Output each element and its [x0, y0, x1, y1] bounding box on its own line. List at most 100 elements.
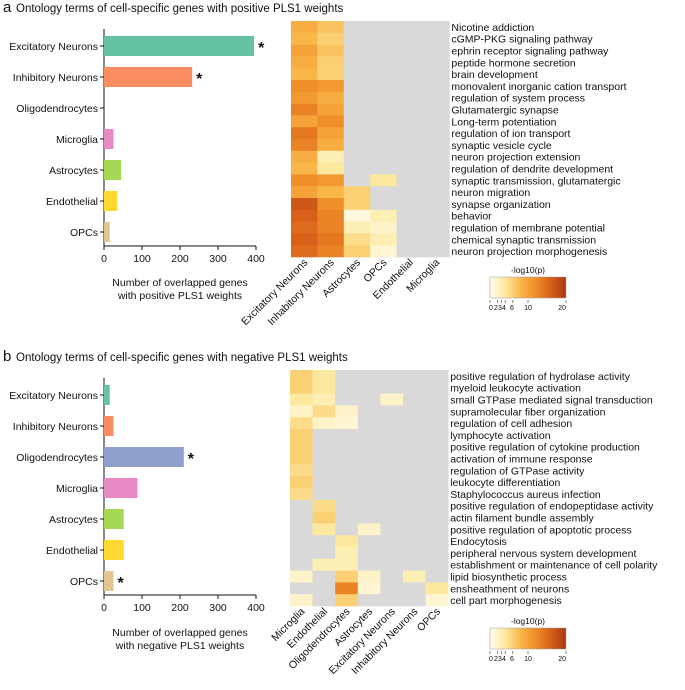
heatmap-cell — [343, 186, 371, 199]
bar-xtick-label: 300 — [209, 602, 227, 614]
colorbar-a-gradient — [489, 276, 567, 299]
heatmap-cell — [425, 476, 449, 489]
bar-category-label: Endothelial — [46, 545, 98, 557]
heatmap-cell — [335, 429, 359, 442]
heatmap-cell — [370, 44, 397, 57]
colorbar-tick-label: 10 — [524, 305, 532, 312]
heatmap-cell — [357, 547, 381, 560]
panel-a-title: Ontology terms of cell-specific genes wi… — [16, 3, 344, 15]
heatmap-cell — [290, 499, 313, 512]
heatmap-cell — [343, 174, 371, 187]
heatmap-cell — [380, 476, 404, 489]
bar-category-label: Inhibitory Neurons — [13, 421, 98, 433]
heatmap-cell — [403, 523, 426, 536]
heatmap-cell — [343, 150, 371, 163]
bar-category-label: Excitatory Neurons — [9, 41, 98, 53]
heatmap-cell — [335, 417, 359, 430]
heatmap-cell — [317, 209, 345, 222]
heatmap-cell — [357, 499, 381, 512]
heatmap-cell — [396, 91, 424, 104]
heatmap-cell — [370, 91, 397, 104]
heatmap-cell — [290, 405, 313, 418]
heatmap-row-label: lipid biosynthetic process — [450, 572, 567, 584]
heatmap-cell — [357, 464, 381, 477]
heatmap-cell — [290, 547, 313, 560]
heatmap-cell — [370, 68, 397, 81]
heatmap-cell — [403, 381, 426, 394]
heatmap-cell — [312, 405, 336, 418]
heatmap-cell — [312, 452, 336, 465]
heatmap-cell — [370, 174, 397, 187]
heatmap-cell — [291, 139, 318, 152]
heatmap-cell — [403, 594, 426, 607]
heatmap-cell — [396, 174, 424, 187]
heatmap-cell — [403, 570, 426, 583]
heatmap-cell — [396, 209, 424, 222]
heatmap-cell — [291, 127, 318, 140]
heatmap-cell — [423, 139, 450, 152]
heatmap-cell — [396, 103, 424, 116]
heatmap-cell — [317, 245, 345, 258]
heatmap-cell — [335, 523, 359, 536]
heatmap-cell — [357, 452, 381, 465]
colorbar-tick-label: 3 — [498, 656, 502, 663]
heatmap-cell — [370, 103, 397, 116]
heatmap-cell — [423, 44, 450, 57]
heatmap-cell — [403, 429, 426, 442]
heatmap-cell — [343, 21, 371, 34]
heatmap-cell — [396, 139, 424, 152]
heatmap-cell — [425, 464, 449, 477]
heatmap-cell — [423, 150, 450, 163]
heatmap-cell — [396, 80, 424, 93]
colorbar-b-gradient — [489, 627, 567, 650]
heatmap-cell — [291, 221, 318, 234]
heatmap-row-label: establishment or maintenance of cell pol… — [450, 560, 658, 572]
heatmap-cell — [380, 405, 404, 418]
heatmap-row-label: Endocytosis — [450, 536, 507, 548]
bar-category-label: Astrocytes — [49, 165, 98, 177]
colorbar-tick-label: 4 — [502, 656, 506, 663]
heatmap-cell — [343, 103, 371, 116]
heatmap-cell — [290, 594, 313, 607]
heatmap-cell — [370, 150, 397, 163]
heatmap-cell — [396, 233, 424, 246]
heatmap-cell — [380, 464, 404, 477]
heatmap-cell — [312, 535, 336, 548]
heatmap-cell — [370, 186, 397, 199]
heatmap-cell — [380, 429, 404, 442]
heatmap-cell — [312, 429, 336, 442]
heatmap-row-label: regulation of dendrite development — [451, 164, 613, 176]
heatmap-cell — [423, 80, 450, 93]
heatmap-row-label: peripheral nervous system development — [450, 548, 636, 560]
heatmap-cell — [423, 56, 450, 69]
heatmap-cell — [335, 476, 359, 489]
heatmap-row-label: actin filament bundle assembly — [450, 513, 594, 525]
heatmap-row-label: synaptic vesicle cycle — [451, 140, 552, 152]
heatmap-cell — [335, 582, 359, 595]
bar-b-xlabel-line2: with negative PLS1 weights — [115, 640, 244, 652]
heatmap-cell — [291, 103, 318, 116]
heatmap-cell — [335, 499, 359, 512]
heatmap-row-label: monovalent inorganic cation transport — [451, 81, 626, 93]
heatmap-cell — [370, 233, 397, 246]
heatmap-cell — [290, 488, 313, 501]
heatmap-row-label: synaptic transmission, glutamatergic — [451, 175, 620, 187]
heatmap-cell — [380, 594, 404, 607]
heatmap-cell — [425, 558, 449, 571]
heatmap-cell — [425, 488, 449, 501]
heatmap-cell — [370, 56, 397, 69]
heatmap-row-label: Nicotine addiction — [451, 22, 534, 34]
significance-asterisk: * — [118, 575, 125, 592]
heatmap-cell — [291, 115, 318, 128]
heatmap-cell — [423, 221, 450, 234]
heatmap-row-label: neuron projection morphogenesis — [451, 246, 607, 258]
heatmap-cell — [335, 393, 359, 406]
heatmap-cell — [380, 547, 404, 560]
heatmap-cell — [291, 233, 318, 246]
heatmap-cell — [403, 476, 426, 489]
heatmap-cell — [423, 186, 450, 199]
heatmap-row-label: myeloid leukocyte activation — [450, 383, 581, 395]
heatmap-cell — [312, 547, 336, 560]
heatmap-cell — [357, 558, 381, 571]
significance-asterisk: * — [188, 451, 195, 468]
